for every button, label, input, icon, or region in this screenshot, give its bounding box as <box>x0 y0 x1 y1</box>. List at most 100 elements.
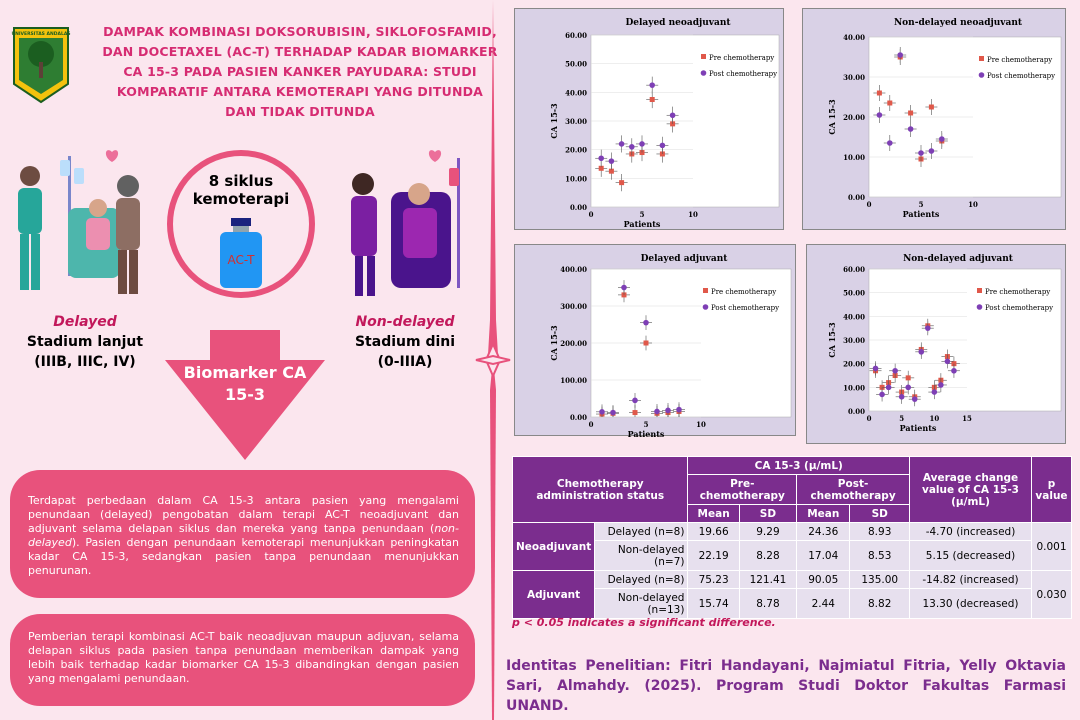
table-row: Adjuvant Delayed (n=8) 75.23 121.41 90.0… <box>511 570 1072 619</box>
y-axis-label: CA 15-3 <box>549 103 559 139</box>
chart-title: Delayed adjuvant <box>641 254 729 264</box>
data-point-post <box>938 382 944 388</box>
table-row: Non-delayed (n=7) 22.19 8.28 17.04 8.53 … <box>512 540 1072 571</box>
data-point-post <box>649 82 655 88</box>
legend-marker-post <box>702 304 709 310</box>
header-post-sd: SD <box>849 504 910 523</box>
data-point-post <box>876 112 883 118</box>
x-tick-label: 0 <box>589 210 594 219</box>
x-tick-label: 10 <box>929 414 939 423</box>
y-axis-label: CA 15-3 <box>549 325 559 361</box>
legend-label: Post chemotherapy <box>709 70 777 78</box>
data-point-post <box>643 319 649 326</box>
group-adjuvant: Adjuvant <box>511 570 596 619</box>
svg-text:UNIVERSITAS ANDALAS: UNIVERSITAS ANDALAS <box>11 31 70 37</box>
legend-marker-pre <box>977 288 982 293</box>
y-axis-label: CA 15-3 <box>827 322 837 358</box>
x-tick-label: 10 <box>688 210 698 219</box>
data-point-pre <box>908 110 914 116</box>
x-tick-label: 5 <box>640 210 645 219</box>
chart-panel-2: Non-delayed neoadjuvant 0.00 10.00 20.00 30.… <box>802 8 1066 230</box>
y-tick-label: 30.00 <box>565 117 587 126</box>
header-pre-sd: SD <box>738 504 798 523</box>
y-tick-label: 0.00 <box>848 193 865 202</box>
y-tick-label: 30.00 <box>843 73 865 82</box>
data-point-post <box>918 150 924 156</box>
non-delayed-treatment-illustration <box>351 150 460 296</box>
delayed-label: Delayed <box>53 314 117 330</box>
data-point-post <box>654 408 660 415</box>
university-logo: UNIVERSITAS ANDALAS <box>11 27 71 104</box>
data-point-pre <box>643 340 649 346</box>
legend-marker-post <box>978 72 985 78</box>
data-point-post <box>918 349 925 355</box>
x-tick-label: 10 <box>968 200 978 209</box>
data-point-post <box>892 367 898 374</box>
data-point-pre <box>887 100 893 106</box>
x-tick-label: 0 <box>867 200 872 209</box>
x-tick-label: 0 <box>867 414 872 423</box>
y-tick-label: 0.00 <box>570 413 587 422</box>
legend-marker-post <box>976 304 983 310</box>
vertical-divider <box>488 0 498 720</box>
x-tick-label: 5 <box>899 414 904 423</box>
data-point-post <box>621 284 627 291</box>
data-point-post <box>944 358 951 365</box>
poster-title: DAMPAK KOMBINASI DOKSORUBISIN, SIKLOFOSF… <box>102 24 498 119</box>
y-tick-label: 0.00 <box>570 203 587 212</box>
legend-label: Pre chemotherapy <box>987 56 1052 64</box>
data-point-post <box>928 148 935 154</box>
results-table: Chemotherapy administration status CA 15… <box>511 456 1072 619</box>
finding-box: Terdapat perbedaan dalam CA 15-3 antara … <box>10 470 475 598</box>
y-tick-label: 100.00 <box>560 376 587 385</box>
y-tick-label: 20.00 <box>843 113 865 122</box>
data-point-post <box>665 407 671 414</box>
x-tick-label: 5 <box>919 200 924 209</box>
down-arrow <box>165 330 325 460</box>
data-point-post <box>931 389 938 395</box>
chart-panel-4: Non-delayed adjuvant 0.00 10.00 20.00 30.00 4… <box>806 244 1066 444</box>
legend-label: Post chemotherapy <box>985 304 1053 312</box>
p-value-neoadjuvant: 0.001 <box>1031 522 1072 571</box>
non-delayed-label: Non-delayed <box>355 314 455 330</box>
significance-footnote: p < 0.05 indicates a significant differe… <box>512 616 776 629</box>
legend-label: Pre chemotherapy <box>985 288 1050 296</box>
x-tick-label: 0 <box>589 420 594 429</box>
conclusion-box: Pemberian terapi kombinasi AC-T baik neo… <box>10 614 475 706</box>
x-tick-label: 10 <box>696 420 706 429</box>
data-point-post <box>872 365 879 372</box>
delayed-treatment-illustration <box>18 150 140 294</box>
header-post: Post-chemotherapy <box>796 474 910 505</box>
data-point-post <box>618 141 625 147</box>
legend-label: Pre chemotherapy <box>711 288 776 296</box>
legend-marker-pre <box>703 288 708 293</box>
delayed-stage-line2: (IIIB, IIIC, IV) <box>34 354 136 370</box>
data-point-post <box>659 142 666 149</box>
y-tick-label: 50.00 <box>565 60 587 69</box>
x-axis-label: Patients <box>900 423 937 433</box>
y-tick-label: 10.00 <box>565 174 587 183</box>
data-point-post <box>951 367 957 374</box>
data-point-post <box>599 409 605 415</box>
data-point-post <box>629 144 635 150</box>
y-tick-label: 300.00 <box>560 302 587 311</box>
data-point-post <box>676 406 682 413</box>
chart-panel-1: Delayed neoadjuvant 0.00 10.00 20.00 30.00 40… <box>514 8 784 230</box>
non-delayed-stage-line1: Stadium dini <box>354 334 456 350</box>
data-point-post <box>911 396 918 402</box>
data-point-pre <box>649 97 655 102</box>
data-point-pre <box>619 180 625 186</box>
header-status: Chemotherapy administration status <box>511 456 689 523</box>
drug-name: AC-T <box>228 253 256 267</box>
header-post-mean: Mean <box>796 504 851 523</box>
y-tick-label: 40.00 <box>565 88 587 97</box>
legend-marker-pre <box>979 56 984 61</box>
y-tick-label: 400.00 <box>560 265 587 274</box>
group-neoadjuvant: Neoadjuvant <box>511 522 596 571</box>
y-tick-label: 60.00 <box>565 31 587 40</box>
y-tick-label: 60.00 <box>843 265 865 274</box>
y-tick-label: 20.00 <box>843 360 865 369</box>
legend-label: Post chemotherapy <box>987 72 1055 80</box>
x-axis-label: Patients <box>903 209 940 219</box>
data-point-pre <box>632 410 638 416</box>
